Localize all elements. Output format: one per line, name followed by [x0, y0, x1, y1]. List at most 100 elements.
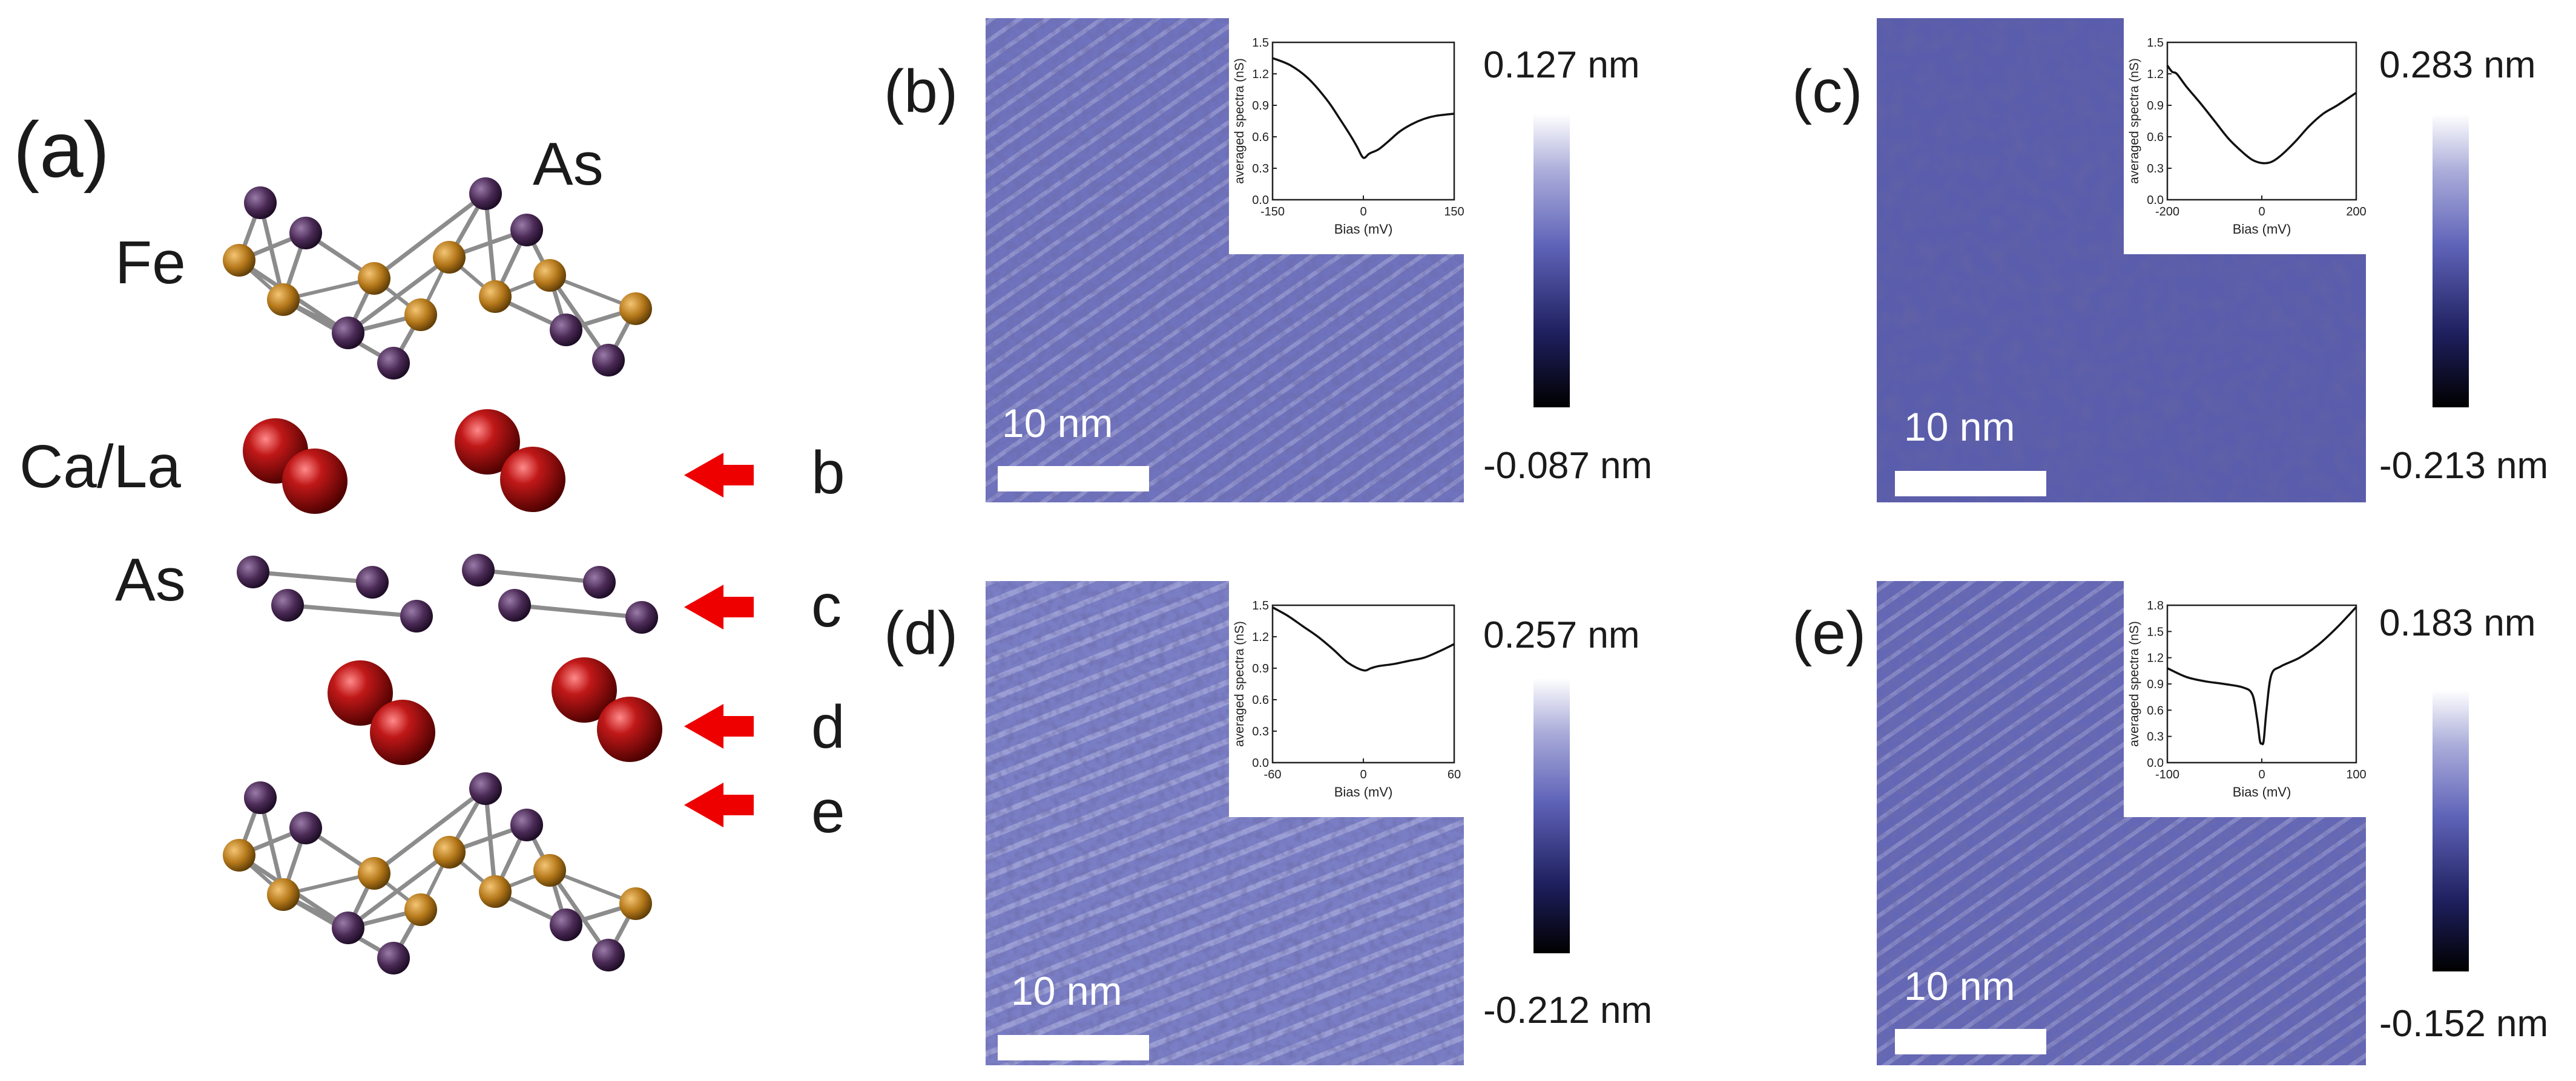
inset-x-axis-label: Bias (mV)	[2233, 222, 2291, 237]
inset-y-axis-label: averaged spectra (nS)	[2127, 58, 2141, 184]
fe-atom	[479, 875, 512, 908]
inset-x-axis-label: Bias (mV)	[1334, 784, 1393, 800]
scale-bar-label-b: 10 nm	[1002, 401, 1113, 445]
fe-atom	[533, 259, 566, 292]
as-atom	[271, 589, 304, 622]
stm-image-d	[986, 581, 1464, 1065]
x-tick-label: 0	[1360, 205, 1366, 218]
colorbar-b	[1533, 114, 1570, 407]
ca-la-atom	[552, 657, 617, 723]
as-atom	[583, 566, 616, 599]
y-tick-label: 0.0	[1252, 757, 1269, 770]
inset-background-d	[1229, 581, 1471, 817]
x-tick-label: -150	[1260, 205, 1285, 218]
scale-bar-b	[998, 466, 1149, 491]
as-atom	[510, 809, 543, 841]
as-atom	[592, 344, 625, 376]
inset-x-axis-label: Bias (mV)	[1334, 222, 1393, 237]
spectrum-line	[1272, 57, 1455, 159]
y-tick-label: 0.9	[2147, 99, 2164, 113]
panel-a-label: (a)	[13, 105, 110, 194]
as-atom	[550, 908, 582, 941]
y-tick-label: 0.9	[1252, 99, 1269, 113]
x-tick-label: 0	[2258, 205, 2265, 218]
cbar-max-d: 0.257 nm	[1483, 614, 1640, 656]
x-tick-label: 0	[2258, 768, 2265, 781]
spectrum-line	[2167, 606, 2357, 746]
y-tick-label: 0.6	[1252, 131, 1269, 144]
scale-bar-label-d: 10 nm	[1011, 968, 1122, 1013]
as-mid-label: As	[115, 546, 186, 614]
ca-la-atom	[282, 448, 348, 514]
inset-spectrum-b: 0.0 0.3 0.6 0.9 1.2 1.5 -150 0 150 Bias (mV) avera…	[1233, 36, 1464, 237]
fe-atom	[358, 262, 390, 295]
inset-y-axis-label: averaged spectra (nS)	[1233, 621, 1247, 747]
x-tick-label: 60	[1448, 768, 1461, 781]
panel-d: (d) 0.0 0.3 0.6 0.9 1.2 1.5 -60 0 60 Bias (mV) ave…	[884, 581, 1652, 1065]
ca-la-atom	[455, 409, 520, 475]
y-tick-label: 1.2	[1252, 68, 1269, 81]
spectrum-line	[1272, 606, 1455, 672]
y-tick-label: 0.0	[1252, 194, 1269, 207]
cbar-min-d: -0.212 nm	[1483, 990, 1652, 1031]
as-atom	[510, 214, 543, 246]
inset-background-c	[2124, 18, 2373, 254]
arrow-e-label: e	[811, 778, 845, 846]
fe-atom	[479, 280, 512, 313]
arrow-b-label: b	[811, 439, 845, 507]
fe-label: Fe	[115, 229, 186, 297]
inset-y-axis-label: averaged spectra (nS)	[2127, 621, 2141, 747]
as-atom	[244, 781, 277, 814]
as-atom	[237, 556, 269, 588]
y-tick-label: 0.6	[2147, 704, 2164, 717]
ca-la-atom	[370, 700, 435, 765]
panel-c: (c) 0.0 0.3 0.6 0.9 1.2 1.5 -200 0 200 Bias (mV) a…	[1792, 18, 2548, 502]
fe-atom	[404, 298, 437, 331]
bond	[548, 274, 610, 361]
panel-e-label: (e)	[1792, 599, 1866, 667]
fe-atom	[358, 857, 390, 890]
cbar-max-b: 0.127 nm	[1483, 44, 1640, 86]
as-atom	[332, 317, 364, 349]
as-atom	[400, 600, 433, 632]
scale-bar-e	[1895, 1029, 2046, 1054]
panel-b-label: (b)	[884, 58, 958, 125]
bond	[372, 787, 487, 875]
y-tick-label: 1.8	[2147, 599, 2164, 613]
scale-bar-label-e: 10 nm	[1904, 964, 2015, 1008]
x-tick-label: -60	[1264, 768, 1282, 781]
layer-arrow-d: d	[684, 693, 845, 761]
fe-atom	[267, 283, 300, 316]
as-atom	[377, 347, 410, 380]
as-atom	[377, 942, 410, 974]
spectrum-line	[2166, 65, 2357, 165]
panel-a: (a) Fe As Ca/La As b c d e	[13, 105, 845, 974]
y-tick-label: 0.9	[2147, 678, 2164, 691]
inset-spectrum-e: 0.0 0.3 0.6 0.9 1.2 1.5 1.8 -100 0 100 Bias (mV) av…	[2127, 599, 2367, 800]
scale-bar-c	[1895, 471, 2046, 496]
ca-la-atom	[500, 447, 565, 512]
x-tick-label: 200	[2346, 205, 2366, 218]
inset-background-e	[2124, 581, 2373, 817]
arrow-c-label: c	[811, 572, 842, 640]
arrow-d-label: d	[811, 693, 845, 761]
as-atom	[244, 186, 277, 219]
colorbar-d	[1533, 678, 1570, 953]
y-tick-label: 1.2	[2147, 68, 2164, 81]
y-tick-label: 1.5	[1252, 599, 1269, 613]
panel-b: (b) 0.0 0.3 0.6 0.9 1.2 1.5 -150 0 150 Bias (mV) a…	[884, 18, 1652, 502]
inset-spectrum-d: 0.0 0.3 0.6 0.9 1.2 1.5 -60 0 60 Bias (mV) average…	[1233, 599, 1461, 800]
y-tick-label: 1.2	[1252, 631, 1269, 644]
y-tick-label: 1.5	[2147, 36, 2164, 50]
fe-atom	[404, 893, 437, 926]
as-atom	[625, 601, 658, 634]
as-atom	[469, 177, 502, 210]
bond	[483, 193, 498, 297]
y-tick-label: 1.2	[2147, 652, 2164, 665]
layer-arrow-c: c	[684, 572, 842, 640]
y-tick-label: 0.0	[2147, 757, 2164, 770]
fe-atom	[533, 854, 566, 887]
ca-la-label: Ca/La	[19, 433, 181, 501]
crystal-structure	[223, 177, 662, 974]
